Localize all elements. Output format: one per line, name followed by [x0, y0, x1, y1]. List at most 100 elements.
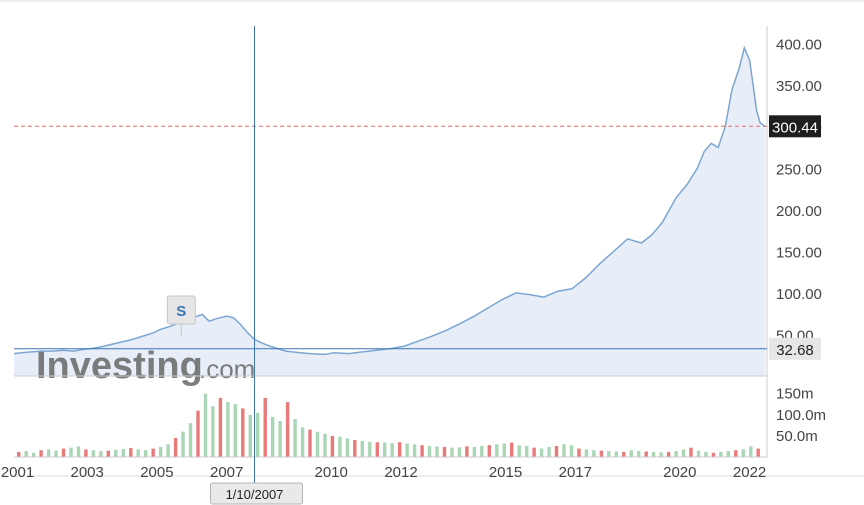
x-tick-label: 2015: [489, 464, 522, 481]
x-tick-label: 2012: [384, 464, 417, 481]
volume-bar: [69, 447, 73, 457]
volume-bar: [31, 452, 36, 457]
volume-bar: [405, 443, 409, 457]
volume-bar: [629, 450, 633, 457]
volume-bar: [696, 450, 701, 457]
volume-bar: [547, 446, 551, 457]
volume-bar: [173, 438, 178, 457]
volume-bar: [24, 451, 28, 457]
volume-bar: [607, 451, 611, 457]
volume-bar: [271, 416, 275, 457]
volume-bar: [121, 449, 125, 457]
price-tick-label: 100.00: [776, 286, 822, 303]
volume-bar: [330, 435, 335, 457]
volume-bar: [674, 451, 678, 457]
watermark-suffix: .com: [199, 354, 255, 384]
volume-bar: [398, 442, 402, 457]
volume-bar: [84, 449, 88, 457]
crosshair-date-label: 1/10/2007: [226, 487, 284, 502]
volume-bar: [569, 445, 574, 457]
volume-bar: [211, 406, 215, 457]
volume-bar: [158, 446, 163, 457]
volume-bar: [144, 450, 148, 457]
volume-bar: [562, 444, 566, 457]
volume-bar: [741, 449, 745, 457]
volume-bar: [241, 408, 245, 457]
volume-bar: [442, 446, 447, 457]
price-area: [13, 45, 766, 377]
volume-bar: [584, 449, 589, 457]
volume-bar: [592, 450, 596, 457]
price-tick-label: 350.00: [776, 78, 822, 95]
x-tick-label: 2010: [315, 464, 348, 481]
volume-bar: [450, 447, 454, 457]
volume-bar: [166, 444, 170, 457]
volume-tick-label: 50.0m: [776, 428, 818, 445]
crosshair-price-tag: [769, 337, 821, 360]
volume-bar: [315, 431, 320, 457]
volume-bar: [577, 448, 581, 457]
volume-bar: [188, 423, 193, 457]
volume-bar: [689, 447, 693, 457]
volume-bar: [502, 443, 506, 457]
volume-axis-ticks: 150m 100.0m 50.0m: [776, 386, 826, 445]
price-line: [13, 45, 766, 356]
volume-bar: [308, 429, 312, 457]
volume-bar: [390, 443, 394, 457]
volume-bar: [704, 451, 708, 457]
volume-bar: [278, 421, 282, 457]
volume-bar: [644, 451, 648, 457]
volume-bar: [666, 451, 671, 457]
volume-bar: [734, 450, 738, 457]
volume-bar: [517, 445, 521, 457]
volume-bar: [39, 450, 43, 457]
volume-bar: [614, 451, 618, 457]
volume-bar: [420, 445, 424, 457]
volume-bar: [457, 447, 462, 457]
x-tick-label: 2022: [733, 464, 766, 481]
volume-bar: [181, 431, 185, 457]
volume-bar: [435, 446, 439, 457]
volume-bar: [46, 449, 51, 457]
volume-bar: [300, 427, 305, 457]
volume-bar: [114, 449, 118, 457]
investing-watermark: Investing .com: [36, 345, 255, 387]
volume-bar: [360, 441, 364, 457]
x-tick-label: 2020: [663, 464, 696, 481]
volume-bar: [554, 446, 559, 457]
price-area-fill: [14, 47, 766, 377]
volume-bar: [293, 419, 297, 457]
x-tick-label: 2003: [71, 464, 104, 481]
volume-bar: [637, 451, 641, 457]
price-tick-label: 400.00: [776, 37, 822, 54]
volume-bar: [263, 397, 267, 457]
volume-bar: [756, 448, 760, 457]
volume-bar: [622, 451, 626, 457]
volume-bar: [17, 451, 21, 457]
volume-bar: [719, 451, 723, 457]
volume-bar: [681, 449, 686, 457]
volume-bar: [54, 450, 58, 457]
volume-bar: [136, 449, 140, 457]
volume-bar: [726, 451, 730, 457]
volume-bar: [383, 442, 387, 457]
volume-bar: [345, 438, 350, 457]
event-marker[interactable]: S: [166, 295, 196, 336]
volume-bar: [465, 446, 469, 457]
event-marker-label: S: [176, 303, 186, 320]
volume-bar: [248, 414, 252, 457]
volume-bar: [480, 446, 484, 457]
volume-bar: [472, 446, 477, 457]
crosshair-date-tag: [210, 482, 303, 505]
volume-bar: [487, 445, 491, 457]
volume-bar: [427, 446, 432, 457]
volume-tick-label: 100.0m: [776, 407, 826, 424]
last-price-label: 300.44: [772, 119, 818, 136]
volume-bar: [525, 446, 529, 457]
x-tick-label: 2001: [1, 464, 34, 481]
volume-bar: [233, 404, 237, 457]
price-tick-label: 200.00: [776, 203, 822, 220]
x-axis-ticks: 2001 2003 2005 2007 2010 2012 2015 2017 2020 2022: [1, 464, 766, 481]
volume-bar: [353, 440, 357, 457]
